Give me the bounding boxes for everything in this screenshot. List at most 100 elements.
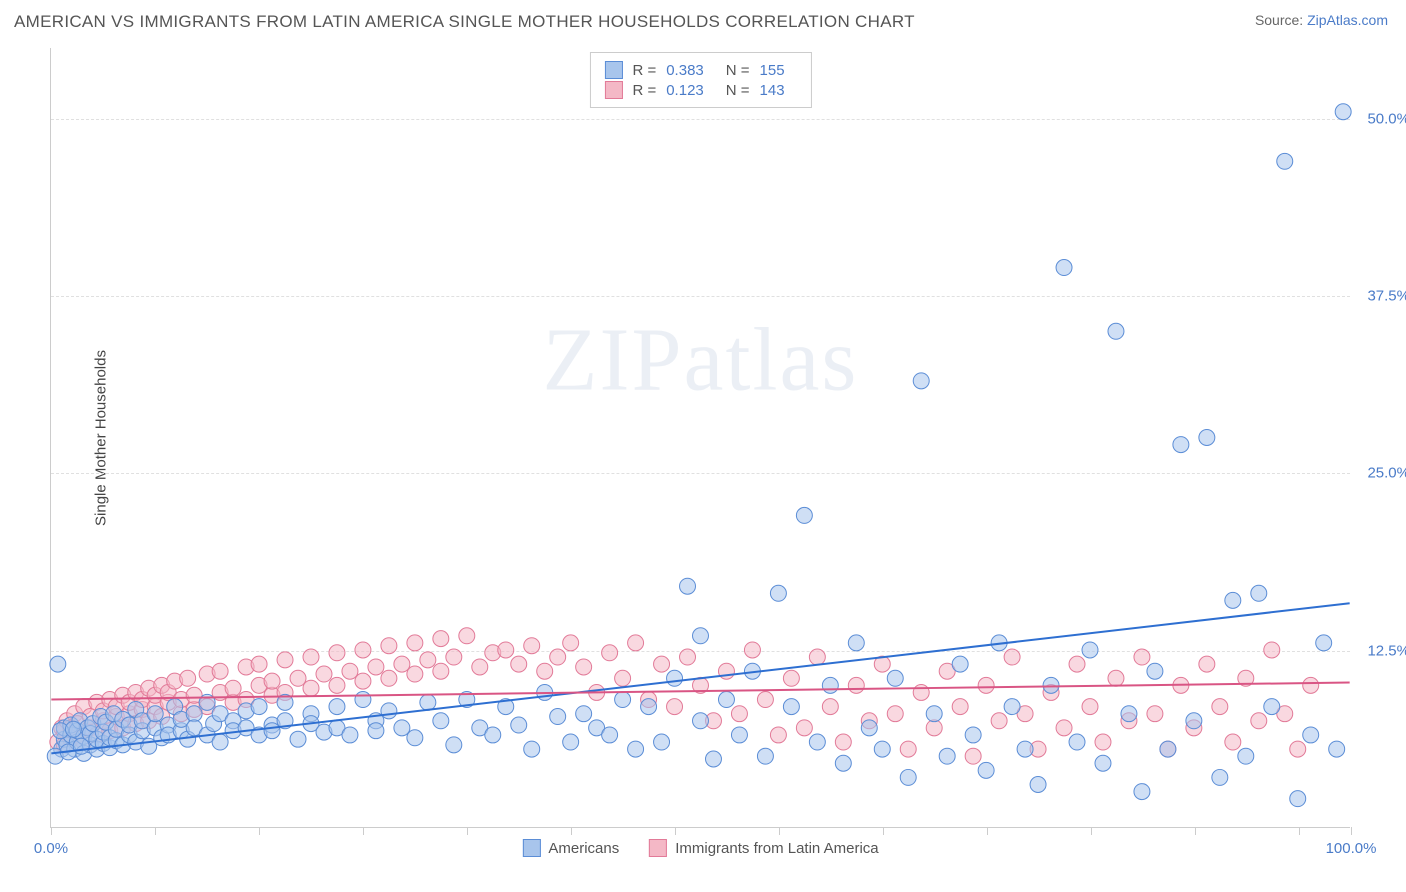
data-point	[783, 699, 799, 715]
data-point	[887, 706, 903, 722]
data-point	[1095, 734, 1111, 750]
data-point	[770, 585, 786, 601]
data-point	[1212, 699, 1228, 715]
data-point	[809, 649, 825, 665]
data-point	[1329, 741, 1345, 757]
data-point	[251, 656, 267, 672]
data-point	[1199, 656, 1215, 672]
data-point	[602, 645, 618, 661]
data-point	[1251, 585, 1267, 601]
data-point	[1069, 734, 1085, 750]
data-point	[407, 730, 423, 746]
data-point	[368, 723, 384, 739]
x-tick	[571, 827, 572, 835]
data-point	[420, 652, 436, 668]
x-tick	[1091, 827, 1092, 835]
data-point	[1225, 734, 1241, 750]
data-point	[485, 727, 501, 743]
data-point	[316, 666, 332, 682]
data-point	[381, 670, 397, 686]
n-value-americans: 155	[760, 62, 785, 79]
data-point	[524, 638, 540, 654]
data-point	[303, 680, 319, 696]
data-point	[654, 734, 670, 750]
chart-title: AMERICAN VS IMMIGRANTS FROM LATIN AMERIC…	[14, 12, 915, 32]
legend-label-immigrants: Immigrants from Latin America	[675, 840, 878, 857]
data-point	[1030, 777, 1046, 793]
data-point	[1121, 706, 1137, 722]
x-tick	[883, 827, 884, 835]
x-tick	[363, 827, 364, 835]
x-tick-label: 100.0%	[1326, 840, 1377, 857]
data-point	[900, 769, 916, 785]
data-point	[1290, 741, 1306, 757]
source-link[interactable]: ZipAtlas.com	[1307, 12, 1388, 28]
data-point	[342, 663, 358, 679]
data-point	[537, 663, 553, 679]
r-value-americans: 0.383	[666, 62, 704, 79]
data-point	[822, 699, 838, 715]
data-point	[731, 706, 747, 722]
data-point	[1303, 677, 1319, 693]
data-point	[965, 727, 981, 743]
x-tick	[1195, 827, 1196, 835]
data-point	[446, 737, 462, 753]
source-attribution: Source: ZipAtlas.com	[1255, 12, 1388, 28]
data-point	[420, 694, 436, 710]
data-point	[1108, 670, 1124, 686]
data-point	[926, 706, 942, 722]
data-point	[433, 713, 449, 729]
data-point	[796, 720, 812, 736]
data-point	[1225, 592, 1241, 608]
data-point	[991, 713, 1007, 729]
data-point	[900, 741, 916, 757]
legend-row-immigrants: R = 0.123 N = 143	[604, 81, 796, 99]
data-point	[446, 649, 462, 665]
legend-item-immigrants: Immigrants from Latin America	[649, 839, 878, 857]
data-point	[1134, 784, 1150, 800]
data-point	[394, 720, 410, 736]
n-value-immigrants: 143	[760, 82, 785, 99]
data-point	[770, 727, 786, 743]
data-point	[874, 741, 890, 757]
data-point	[355, 692, 371, 708]
data-point	[381, 703, 397, 719]
data-point	[1056, 260, 1072, 276]
data-point	[511, 717, 527, 733]
data-point	[1056, 720, 1072, 736]
data-point	[394, 656, 410, 672]
data-point	[796, 507, 812, 523]
data-point	[680, 578, 696, 594]
data-point	[73, 738, 89, 754]
data-point	[783, 670, 799, 686]
data-point	[731, 727, 747, 743]
data-point	[355, 673, 371, 689]
data-point	[1004, 699, 1020, 715]
data-point	[965, 748, 981, 764]
legend-item-americans: Americans	[522, 839, 619, 857]
data-point	[926, 720, 942, 736]
data-point	[1095, 755, 1111, 771]
data-point	[1251, 713, 1267, 729]
source-label: Source:	[1255, 12, 1307, 28]
data-point	[472, 659, 488, 675]
data-point	[576, 659, 592, 675]
data-point	[680, 649, 696, 665]
data-point	[212, 734, 228, 750]
data-point	[978, 762, 994, 778]
y-tick-label: 25.0%	[1355, 465, 1406, 482]
data-point	[264, 673, 280, 689]
data-point	[1160, 741, 1176, 757]
data-point	[329, 699, 345, 715]
data-point	[407, 666, 423, 682]
data-point	[718, 692, 734, 708]
data-point	[667, 699, 683, 715]
data-point	[1186, 713, 1202, 729]
x-tick	[259, 827, 260, 835]
data-point	[563, 635, 579, 651]
data-point	[913, 684, 929, 700]
y-tick-label: 37.5%	[1355, 288, 1406, 305]
data-point	[407, 635, 423, 651]
swatch-americans	[604, 61, 622, 79]
data-point	[368, 659, 384, 675]
